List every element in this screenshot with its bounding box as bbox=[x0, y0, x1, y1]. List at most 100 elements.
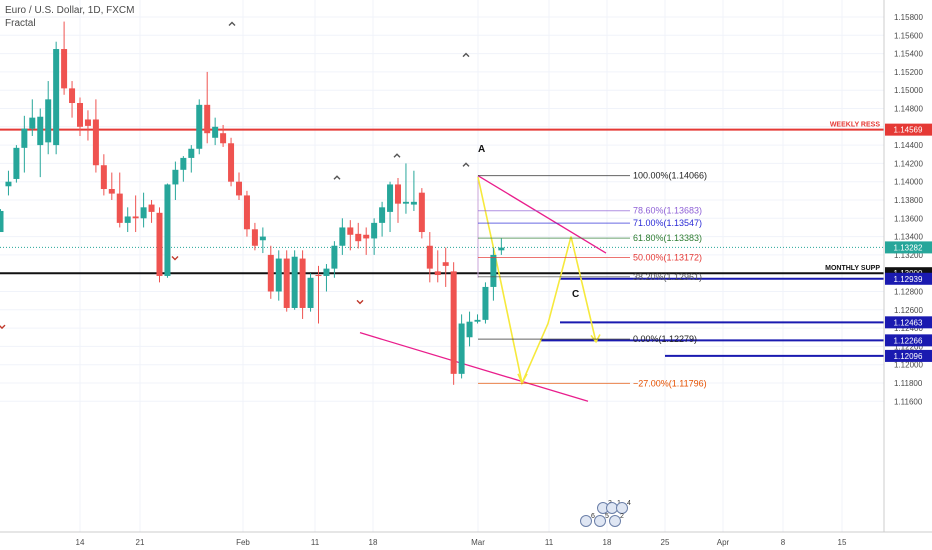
event-flag-icon[interactable] bbox=[609, 515, 621, 527]
price-tag-text: 1.14569 bbox=[894, 126, 923, 135]
price-tick-label: 1.12000 bbox=[894, 361, 923, 370]
candle-body bbox=[402, 201, 409, 204]
candle-body bbox=[196, 104, 203, 149]
price-tags: 1.145691.130001.129391.124631.122661.120… bbox=[885, 123, 932, 362]
candle-body bbox=[371, 222, 378, 239]
price-tag-text: 1.12939 bbox=[894, 275, 923, 284]
price-tick-label: 1.14000 bbox=[894, 178, 923, 187]
price-axis[interactable]: 1.15800 1.15600 1.15400 1.15200 1.15000 1.148… bbox=[894, 13, 923, 406]
price-tick-label: 1.11600 bbox=[894, 397, 923, 406]
candle-body bbox=[379, 207, 386, 223]
event-flag-icon[interactable] bbox=[616, 502, 628, 514]
time-tick-label: 18 bbox=[603, 538, 612, 547]
point-c-label: C bbox=[572, 289, 579, 300]
candle-body bbox=[45, 99, 52, 143]
candle-body bbox=[61, 49, 68, 89]
fib-level-label: 100.00%(1.14066) bbox=[633, 171, 707, 181]
fractal-up-marker bbox=[393, 153, 401, 158]
candle-body bbox=[220, 133, 227, 144]
price-tick-label: 1.14200 bbox=[894, 159, 923, 168]
candle-body bbox=[283, 258, 290, 308]
fractal-up-marker bbox=[462, 162, 470, 167]
candle-body bbox=[243, 195, 250, 230]
candle-body bbox=[323, 268, 330, 276]
price-tick-label: 1.12600 bbox=[894, 306, 923, 315]
candle-body bbox=[466, 321, 473, 338]
price-tick-label: 1.15800 bbox=[894, 13, 923, 22]
price-tick-label: 1.15000 bbox=[894, 86, 923, 95]
candle-body bbox=[212, 126, 219, 138]
time-tick-label: 18 bbox=[369, 538, 378, 547]
fractal-up-marker bbox=[462, 52, 470, 58]
candle-body bbox=[267, 254, 274, 292]
time-tick-label: 11 bbox=[311, 538, 320, 547]
time-tick-label: 25 bbox=[661, 538, 670, 547]
event-count: 6 bbox=[591, 513, 595, 520]
fib-level-label: 50.00%(1.13172) bbox=[633, 252, 702, 262]
fib-retracement[interactable]: 100.00%(1.14066) 78.60%(1.13683) 71.00%(1.… bbox=[478, 171, 707, 389]
horizontal-levels: WEEKLY RESS MONTHLY SUPP bbox=[0, 122, 884, 357]
candle-body bbox=[77, 103, 83, 127]
event-flag-icon[interactable] bbox=[606, 502, 618, 514]
economic-events[interactable]: 314652 bbox=[580, 500, 632, 527]
candle-body bbox=[140, 207, 147, 219]
level-label: WEEKLY RESS bbox=[830, 122, 881, 129]
candle-body bbox=[84, 119, 91, 126]
candle-body bbox=[434, 271, 441, 276]
price-tag-bg bbox=[885, 349, 932, 362]
event-count: 4 bbox=[627, 500, 631, 507]
candle-body bbox=[426, 245, 433, 269]
price-tag-bg bbox=[885, 123, 932, 136]
candle-body bbox=[347, 227, 354, 235]
candle-body bbox=[450, 271, 457, 374]
candle-body bbox=[21, 128, 28, 148]
candles bbox=[0, 21, 505, 385]
level-label: MONTHLY SUPP bbox=[825, 265, 880, 272]
candle-body bbox=[498, 247, 505, 251]
price-tag-text: 1.12266 bbox=[894, 336, 923, 345]
time-axis[interactable]: 14 21 Feb 11 18 Mar 11 18 25 Apr 8 15 bbox=[76, 538, 847, 547]
price-tick-label: 1.12200 bbox=[894, 342, 923, 351]
price-tick-label: 1.15200 bbox=[894, 68, 923, 77]
candle-body bbox=[29, 117, 36, 129]
candle-body bbox=[5, 181, 12, 187]
event-flag-icon[interactable] bbox=[580, 515, 592, 527]
event-flag-icon[interactable] bbox=[594, 515, 606, 527]
fib-level-label: 0.00%(1.12279) bbox=[633, 334, 697, 344]
candle-body bbox=[53, 49, 60, 146]
price-tick-label: 1.14800 bbox=[894, 105, 923, 114]
wave-arrowhead bbox=[590, 334, 601, 344]
fractal-down-marker bbox=[0, 324, 6, 330]
event-count: 5 bbox=[605, 513, 609, 520]
candle-body bbox=[355, 233, 362, 242]
candle-body bbox=[331, 245, 338, 269]
fractal-down-marker bbox=[356, 299, 364, 305]
time-tick-label: Mar bbox=[471, 538, 485, 547]
price-tag-bg bbox=[885, 272, 932, 285]
candle-body bbox=[236, 181, 242, 196]
candle-body bbox=[92, 119, 99, 166]
candle-body bbox=[180, 157, 187, 170]
indicator-label: Fractal bbox=[5, 18, 36, 29]
candle-body bbox=[315, 275, 322, 277]
fractal-down-marker bbox=[171, 255, 179, 261]
time-tick-label: Apr bbox=[717, 538, 730, 547]
fib-level-label: 71.00%(1.13547) bbox=[633, 218, 702, 228]
candle-body bbox=[363, 234, 370, 239]
price-tick-label: 1.14400 bbox=[894, 141, 923, 150]
candle-body bbox=[148, 204, 155, 212]
candle-body bbox=[13, 147, 20, 179]
candle-body bbox=[204, 104, 211, 134]
time-tick-label: 11 bbox=[545, 538, 554, 547]
resistance-trendline bbox=[477, 175, 607, 254]
fib-level-label: −27.00%(1.11796) bbox=[633, 378, 707, 388]
price-tag-text: 1.13282 bbox=[894, 243, 923, 252]
candle-body bbox=[458, 323, 465, 374]
price-tag-text: 1.12463 bbox=[894, 318, 923, 327]
candle-body bbox=[124, 216, 131, 223]
candle-body bbox=[259, 236, 266, 241]
price-tick-label: 1.12400 bbox=[894, 324, 923, 333]
candle-body bbox=[0, 210, 4, 233]
price-tag-bg bbox=[885, 241, 932, 254]
